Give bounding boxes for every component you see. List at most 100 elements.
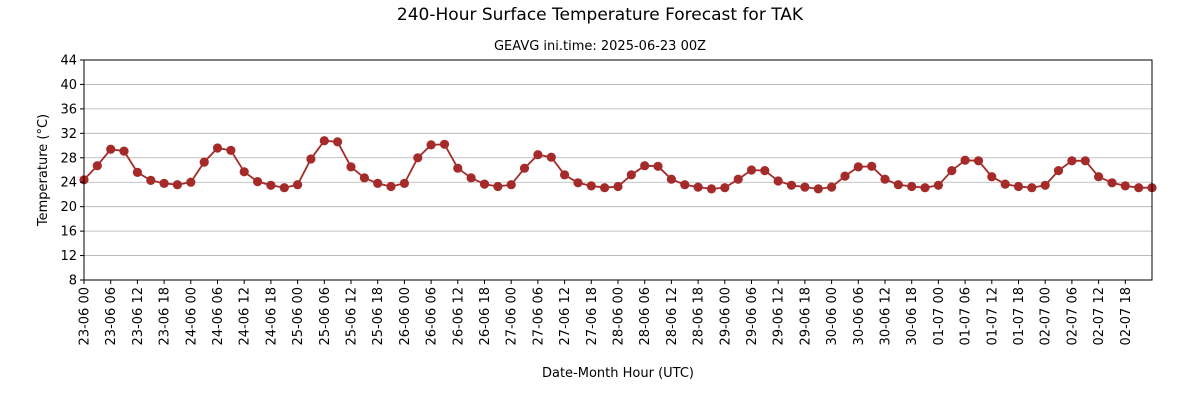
data-point [479, 179, 490, 189]
y-tick-label: 32 [60, 127, 77, 142]
x-tick-label: 25-06 18 [371, 287, 386, 345]
data-point [613, 181, 623, 192]
data-point [132, 167, 142, 177]
x-tick-label: 30-06 06 [852, 287, 867, 345]
data-point [519, 163, 530, 173]
data-point [800, 182, 810, 192]
data-point [319, 136, 329, 146]
data-point [1134, 183, 1144, 193]
data-point [426, 140, 436, 150]
data-point [506, 180, 516, 190]
data-point [226, 145, 236, 155]
x-tick-label: 23-06 18 [158, 287, 173, 345]
data-point [386, 181, 396, 192]
data-point [666, 174, 677, 184]
data-point [453, 163, 463, 173]
data-point [1067, 156, 1077, 166]
x-tick-label: 27-06 00 [505, 287, 520, 345]
data-point [933, 180, 944, 190]
data-point [720, 183, 730, 193]
data-point [146, 175, 156, 185]
x-tick-label: 25-06 00 [291, 287, 306, 345]
y-tick-label: 44 [60, 54, 77, 69]
y-tick-label: 8 [69, 274, 77, 289]
x-tick-label: 01-07 00 [932, 287, 947, 345]
data-point [159, 178, 169, 188]
y-tick-label: 16 [60, 225, 77, 240]
data-point [199, 157, 209, 167]
x-tick-label: 23-06 06 [104, 287, 119, 345]
data-point [987, 172, 997, 182]
data-point [92, 161, 102, 171]
series-layer [79, 136, 1157, 194]
x-axis-label: Date-Month Hour (UTC) [542, 366, 694, 381]
x-tick-label: 29-06 18 [798, 287, 813, 345]
x-tick-label: 24-06 12 [238, 287, 253, 345]
x-tick-label: 24-06 18 [264, 287, 279, 345]
data-point [1027, 183, 1037, 193]
data-point [1080, 156, 1090, 166]
x-tick-label: 27-06 06 [531, 287, 546, 345]
y-tick-label: 12 [60, 249, 77, 264]
x-tick-label: 27-06 18 [585, 287, 600, 345]
x-tick-label: 01-07 18 [1012, 287, 1027, 345]
data-point [640, 161, 650, 171]
x-tick-label: 28-06 06 [638, 287, 653, 345]
data-point [600, 183, 610, 193]
data-point [1120, 181, 1130, 191]
data-point [840, 171, 850, 181]
x-tick-label: 28-06 00 [612, 287, 627, 345]
data-point [880, 174, 890, 184]
x-tick-label: 02-07 00 [1039, 287, 1054, 345]
data-point [586, 181, 596, 191]
x-tick-label: 02-07 18 [1119, 287, 1134, 345]
data-point [1053, 166, 1064, 176]
data-point [1094, 172, 1104, 182]
data-point [560, 170, 570, 180]
data-point [546, 152, 556, 162]
data-point [186, 177, 196, 187]
x-tick-label: 01-07 06 [959, 287, 974, 345]
data-point [279, 183, 289, 193]
x-axis: 23-06 00 23-06 06 23-06 12 23-06 18 24-06 00… [78, 280, 1134, 345]
x-tick-label: 26-06 06 [425, 287, 440, 345]
data-point [333, 137, 343, 147]
x-tick-label: 26-06 18 [478, 287, 493, 345]
x-tick-label: 30-06 12 [879, 287, 894, 345]
data-point [973, 156, 984, 166]
x-tick-label: 29-06 12 [772, 287, 787, 345]
data-point [920, 183, 930, 193]
data-point [439, 139, 450, 149]
data-point [1040, 180, 1050, 190]
data-point [346, 162, 356, 172]
x-tick-label: 23-06 00 [78, 287, 93, 345]
data-point [239, 167, 249, 177]
y-tick-label: 40 [60, 78, 77, 93]
data-point [960, 155, 970, 165]
data-point [746, 165, 757, 175]
data-point [399, 178, 409, 188]
x-tick-label: 25-06 12 [345, 287, 360, 345]
data-point [893, 180, 903, 190]
data-point [813, 184, 823, 194]
data-point [266, 180, 276, 190]
y-tick-label: 20 [60, 200, 77, 215]
x-tick-label: 24-06 06 [211, 287, 226, 345]
data-point [733, 174, 743, 184]
data-point [773, 176, 783, 186]
data-point [533, 150, 543, 160]
data-point [626, 170, 636, 180]
series-line [83, 139, 1152, 190]
data-point [1013, 181, 1024, 192]
x-tick-label: 26-06 00 [398, 287, 413, 345]
data-point [413, 153, 423, 163]
x-tick-label: 24-06 00 [184, 287, 199, 345]
data-point [106, 144, 116, 154]
data-point [466, 173, 476, 183]
x-tick-label: 27-06 12 [558, 287, 573, 345]
data-point [786, 180, 797, 190]
data-point [947, 166, 957, 176]
x-tick-label: 30-06 18 [905, 287, 920, 345]
data-point [827, 182, 837, 192]
